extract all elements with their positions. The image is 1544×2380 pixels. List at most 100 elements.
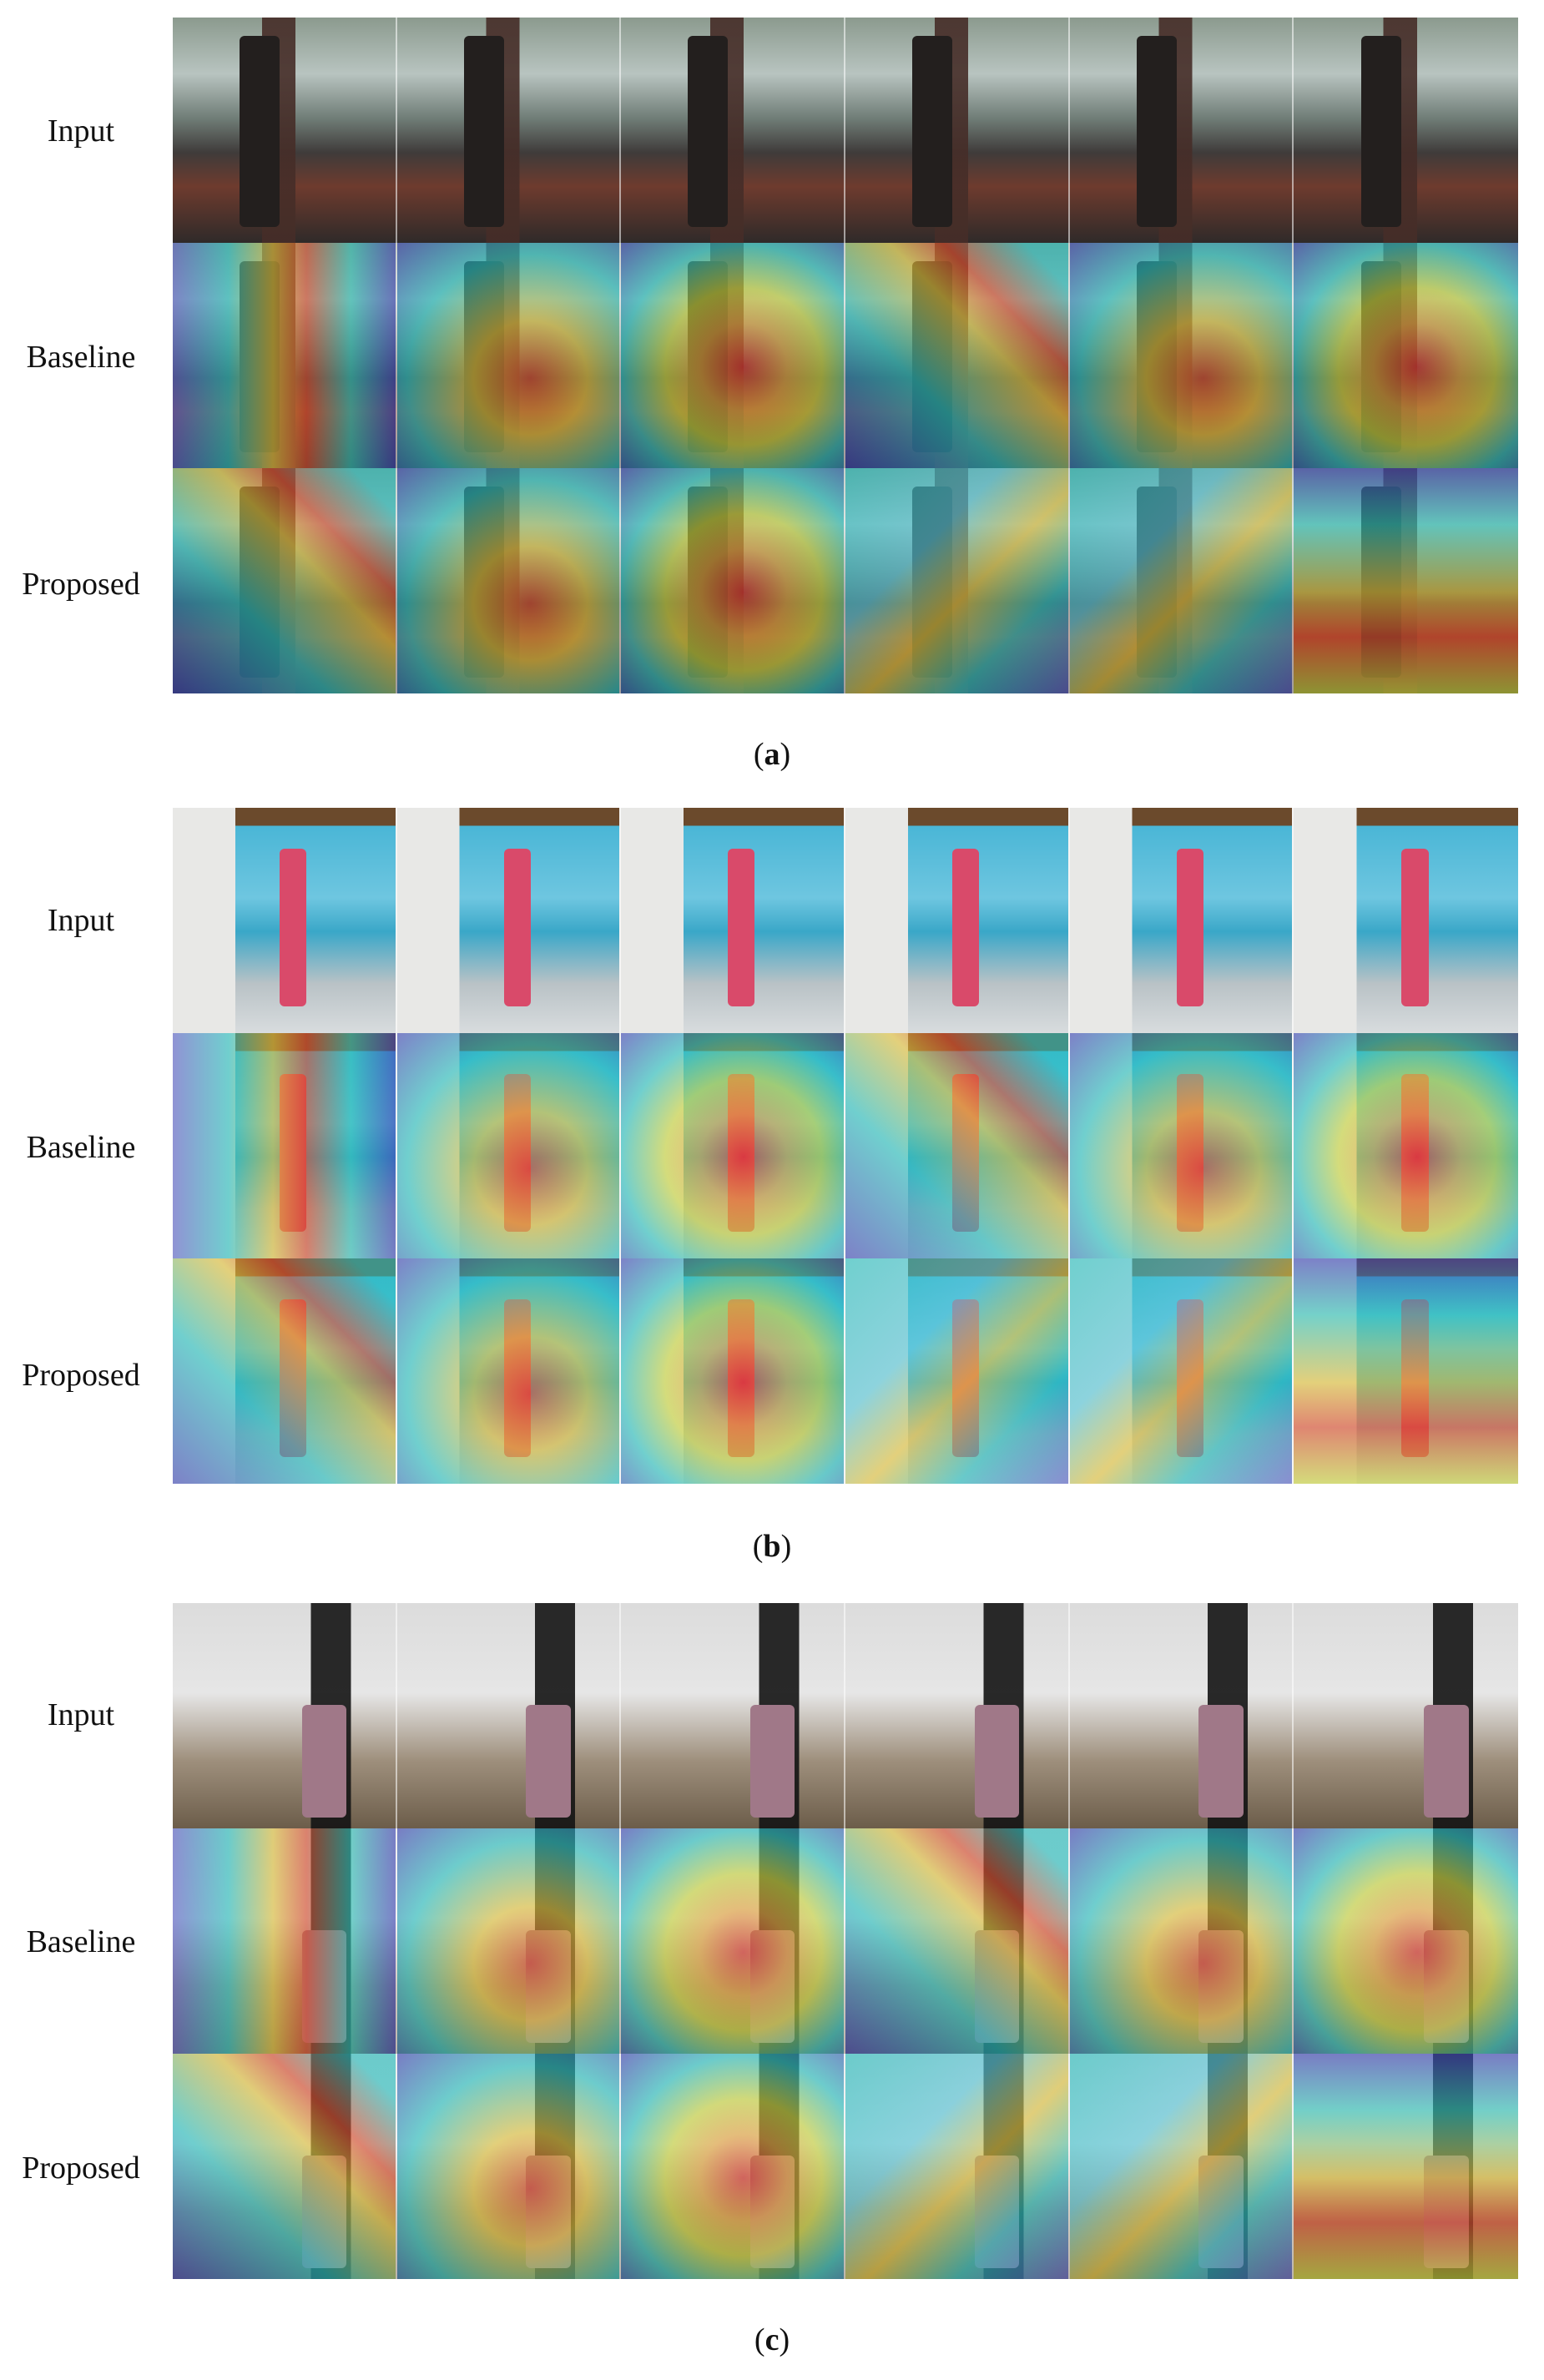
caption-b: (b) [752, 1529, 792, 1564]
person-figure [1136, 35, 1177, 228]
baseline-frame-1 [173, 1033, 397, 1258]
person-figure [728, 848, 755, 1006]
proposed-frame-2 [396, 468, 622, 693]
input-frame-5 [1069, 1603, 1294, 1828]
baseline-frame-3 [621, 1033, 845, 1258]
baseline-frame-6 [1294, 1033, 1518, 1258]
attention-heatmap-overlay [173, 1258, 396, 1484]
attention-heatmap-overlay [1294, 2054, 1518, 2279]
proposed-frame-3 [621, 2054, 845, 2279]
attention-heatmap-overlay [1069, 2054, 1293, 2279]
row-label-baseline: Baseline [26, 1130, 136, 1165]
person-figure [503, 848, 531, 1006]
person-figure [463, 35, 504, 228]
person-figure [911, 35, 952, 228]
row-label-proposed: Proposed [22, 2151, 140, 2186]
caption-a: (a) [753, 737, 791, 772]
attention-heatmap-overlay [396, 1033, 620, 1258]
proposed-frame-4 [845, 1258, 1070, 1484]
attention-heatmap-overlay [621, 2054, 844, 2279]
proposed-frame-5 [1069, 468, 1294, 693]
baseline-frame-3 [621, 1828, 845, 2054]
input-frame-4 [845, 1603, 1070, 1828]
attention-heatmap-overlay [621, 1258, 844, 1484]
attention-heatmap-overlay [396, 243, 620, 468]
person-figure [301, 1704, 346, 1818]
proposed-frame-1 [173, 1258, 397, 1484]
attention-heatmap-overlay [1069, 468, 1293, 693]
person-figure [1401, 848, 1429, 1006]
person-figure [749, 1704, 795, 1818]
proposed-frame-6 [1294, 2054, 1518, 2279]
input-frame-1 [173, 808, 397, 1033]
input-frame-3 [621, 808, 845, 1033]
attention-heatmap-overlay [1069, 1033, 1293, 1258]
attention-heatmap-overlay [1069, 243, 1293, 468]
baseline-frame-4 [845, 1828, 1070, 2054]
baseline-frame-3 [621, 243, 845, 468]
baseline-frame-6 [1294, 1828, 1518, 2054]
baseline-frame-1 [173, 243, 397, 468]
person-figure [239, 35, 280, 228]
person-figure [974, 1704, 1019, 1818]
attention-heatmap-overlay [845, 1258, 1068, 1484]
baseline-frame-5 [1069, 1828, 1294, 2054]
input-frame-4 [845, 18, 1070, 243]
input-frame-5 [1069, 18, 1294, 243]
input-frame-1 [173, 1603, 397, 1828]
image-grid-c [173, 1603, 1518, 2279]
proposed-frame-5 [1069, 2054, 1294, 2279]
input-frame-4 [845, 808, 1070, 1033]
proposed-frame-3 [621, 1258, 845, 1484]
attention-heatmap-overlay [173, 1828, 396, 2054]
proposed-frame-3 [621, 468, 845, 693]
proposed-frame-1 [173, 468, 397, 693]
input-frame-3 [621, 18, 845, 243]
attention-heatmap-overlay [396, 2054, 620, 2279]
attention-heatmap-overlay [845, 1033, 1068, 1258]
proposed-frame-6 [1294, 468, 1518, 693]
attention-heatmap-overlay [621, 1033, 844, 1258]
attention-heatmap-overlay [173, 2054, 396, 2279]
input-frame-2 [396, 1603, 622, 1828]
row-label-baseline: Baseline [26, 1924, 136, 1959]
attention-heatmap-overlay [173, 1033, 396, 1258]
attention-heatmap-overlay [1294, 1828, 1518, 2054]
input-frame-1 [173, 18, 397, 243]
baseline-frame-4 [845, 243, 1070, 468]
proposed-frame-1 [173, 2054, 397, 2279]
baseline-frame-4 [845, 1033, 1070, 1258]
baseline-frame-6 [1294, 243, 1518, 468]
row-label-proposed: Proposed [22, 567, 140, 602]
baseline-frame-1 [173, 1828, 397, 2054]
panel-b: Input Baseline Proposed (b) [22, 808, 1518, 1564]
attention-heatmap-overlay [1294, 243, 1518, 468]
input-frame-5 [1069, 808, 1294, 1033]
row-label-input: Input [47, 113, 115, 149]
person-figure [526, 1704, 571, 1818]
panel-a: Input Baseline Proposed (a) [0, 0, 1544, 784]
person-figure [1360, 35, 1402, 228]
input-frame-6 [1294, 1603, 1518, 1828]
person-figure [1176, 848, 1203, 1006]
row-label-input: Input [47, 1697, 115, 1732]
attention-heatmap-overlay [845, 2054, 1068, 2279]
attention-heatmap-overlay [1069, 1828, 1293, 2054]
attention-heatmap-overlay [621, 1828, 844, 2054]
person-figure [688, 35, 729, 228]
proposed-frame-6 [1294, 1258, 1518, 1484]
attention-heatmap-overlay [1069, 1258, 1293, 1484]
person-figure [1198, 1704, 1244, 1818]
baseline-frame-2 [396, 243, 622, 468]
proposed-frame-5 [1069, 1258, 1294, 1484]
input-frame-6 [1294, 18, 1518, 243]
caption-c: (c) [754, 2322, 790, 2357]
proposed-frame-2 [396, 1258, 622, 1484]
row-label-baseline: Baseline [26, 340, 136, 375]
person-figure [951, 848, 979, 1006]
proposed-frame-4 [845, 2054, 1070, 2279]
input-frame-6 [1294, 808, 1518, 1033]
proposed-frame-4 [845, 468, 1070, 693]
attention-heatmap-overlay [396, 1258, 620, 1484]
